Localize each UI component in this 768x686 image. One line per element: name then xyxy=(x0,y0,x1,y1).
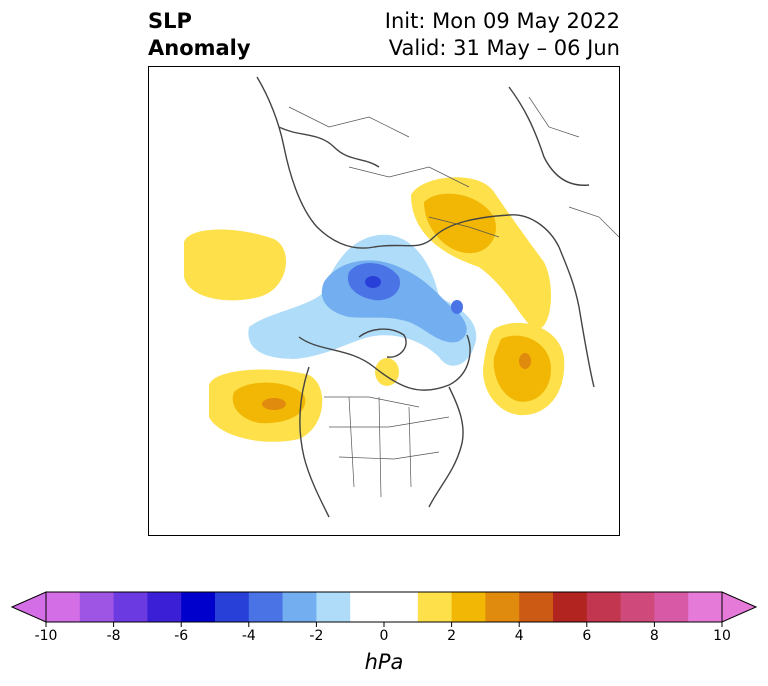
init-date: Init: Mon 09 May 2022 xyxy=(384,9,620,33)
colorbar-swatch xyxy=(654,592,689,622)
colorbar-swatch xyxy=(113,592,148,622)
colorbar-swatch xyxy=(417,592,453,622)
colorbar-unit: hPa xyxy=(364,650,404,674)
colorbar-tick-label: 0 xyxy=(379,628,389,644)
colorbar-swatch xyxy=(485,592,520,622)
colorbar-swatch xyxy=(688,592,723,622)
colorbar-ticks xyxy=(45,622,723,627)
colorbar-swatch xyxy=(316,592,351,622)
arctic-negative-anomaly xyxy=(248,234,477,366)
colorbar-max-arrow xyxy=(721,591,758,623)
colorbar-tick-label: -10 xyxy=(34,628,58,644)
colorbar-tick-label: -2 xyxy=(309,628,324,644)
colorbar-swatch xyxy=(79,592,115,622)
colorbar-swatch xyxy=(350,592,385,622)
valid-date: Valid: 31 May – 06 Jun xyxy=(388,36,620,60)
colorbar-swatch xyxy=(46,592,81,622)
colorbar-swatch xyxy=(181,592,216,622)
colorbar-tick-label: 4 xyxy=(514,628,524,644)
colorbar-swatch xyxy=(147,592,182,622)
title-line-1: SLP xyxy=(148,9,192,33)
colorbar-swatch xyxy=(519,592,554,622)
coastlines xyxy=(256,76,595,518)
north-atlantic-anomaly xyxy=(184,229,286,301)
map-panel xyxy=(148,66,620,536)
colorbar xyxy=(10,591,758,627)
title-line-2: Anomaly xyxy=(148,36,251,60)
colorbar-swatch xyxy=(586,592,622,622)
colorbar-swatch xyxy=(248,592,284,622)
colorbar-tick-label: 8 xyxy=(649,628,659,644)
colorbar-tick-label: -4 xyxy=(241,628,256,644)
valid-period: Init: Mon 09 May 2022 Valid: 31 May – 06… xyxy=(385,8,620,62)
east-asia-anomaly xyxy=(483,322,565,416)
colorbar-swatch xyxy=(384,592,419,622)
northeast-pacific-anomaly xyxy=(209,369,323,442)
colorbar-min-arrow xyxy=(10,591,47,623)
colorbar-swatch xyxy=(620,592,655,622)
colorbar-swatches xyxy=(46,592,723,622)
colorbar-tick-label: 6 xyxy=(582,628,592,644)
colorbar-swatch xyxy=(282,592,317,622)
colorbar-tick-label: 10 xyxy=(713,628,731,644)
colorbar-swatch xyxy=(553,592,588,622)
colorbar-tick-label: -6 xyxy=(174,628,189,644)
colorbar-tick-label: -8 xyxy=(106,628,121,644)
colorbar-swatch xyxy=(451,592,486,622)
map-title: SLP Anomaly xyxy=(148,8,251,62)
colorbar-tick-label: 2 xyxy=(447,628,457,644)
political-borders xyxy=(288,96,619,498)
map-canvas xyxy=(184,76,619,518)
colorbar-swatch xyxy=(215,592,250,622)
hudson-anomaly xyxy=(375,358,399,386)
